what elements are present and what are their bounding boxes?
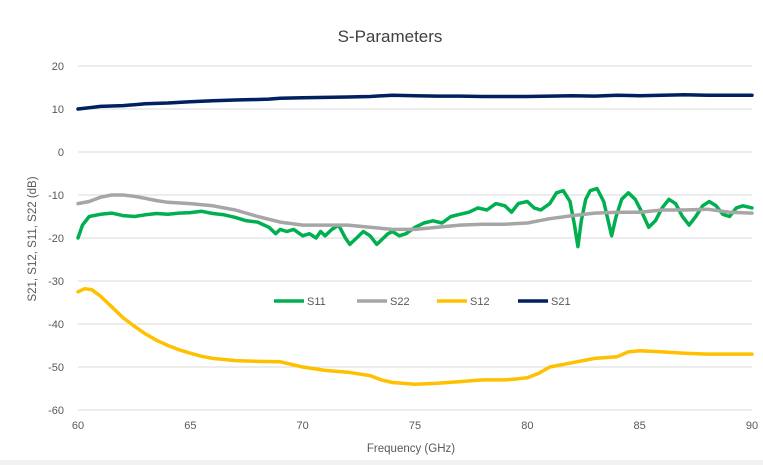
y-tick-label: -40 [48,319,64,331]
y-axis-title: S21, S12, S11, S22 (dB) [27,176,39,301]
x-axis-title: Frequency (GHz) [367,443,455,455]
legend-item-s11: S11 [274,296,326,308]
series-lines [76,93,754,386]
x-tick-label: 60 [72,420,84,432]
series-line-s22 [76,193,754,232]
y-tick-label: -10 [48,190,64,202]
legend: S11 S22 S12 S21 [274,296,571,308]
y-tick-label: 0 [58,147,64,159]
x-tick-label: 75 [409,420,421,432]
legend-label: S11 [307,296,326,308]
series-line-s12 [76,286,754,386]
y-tick-label: -20 [48,233,64,245]
chart-title: S-Parameters [338,27,443,46]
legend-label: S21 [551,296,571,308]
y-tick-label: 20 [52,61,64,73]
legend-item-s12: S12 [437,296,490,308]
x-tick-label: 70 [297,420,309,432]
legend-label: S12 [470,296,490,308]
gridlines [78,65,752,411]
x-tick-label: 80 [521,420,533,432]
legend-item-s22: S22 [357,296,410,308]
y-tick-label: 10 [52,104,64,116]
x-tick-label: 90 [746,420,758,432]
series-line-s21 [76,93,754,111]
x-tick-label: 65 [184,420,196,432]
legend-label: S22 [390,296,410,308]
series-line-s11 [76,186,754,249]
x-tick-label: 85 [634,420,646,432]
legend-item-s21: S21 [518,296,571,308]
y-tick-label: -50 [48,362,64,374]
y-tick-labels: -60 -50 -40 -30 -20 -10 0 10 20 [48,61,64,417]
y-tick-label: -60 [48,405,64,417]
x-tick-labels: 60 65 70 75 80 85 90 [72,420,758,432]
y-tick-label: -30 [48,276,64,288]
